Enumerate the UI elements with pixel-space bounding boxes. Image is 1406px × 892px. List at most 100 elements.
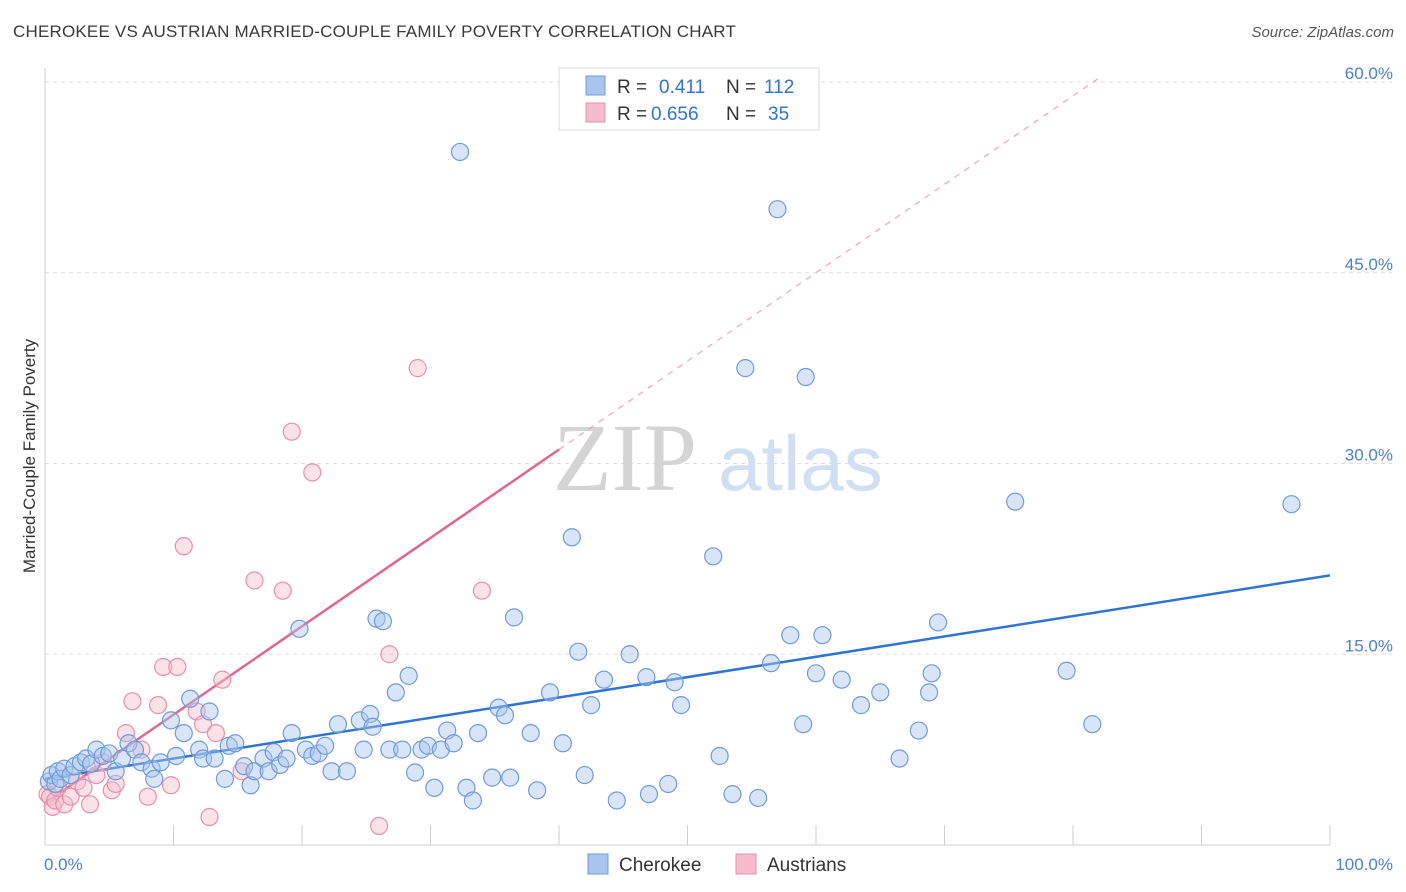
data-point-austrians (273, 581, 292, 600)
data-point-austrians (174, 537, 193, 556)
data-point-cherokee (205, 749, 224, 768)
data-point-austrians (282, 422, 301, 441)
data-point-cherokee (1006, 492, 1025, 511)
data-point-cherokee (468, 723, 488, 743)
data-point-cherokee (710, 746, 729, 766)
data-point-cherokee (282, 723, 301, 743)
data-point-austrians (55, 795, 74, 814)
data-point-cherokee (363, 717, 382, 736)
series-austrians-points (38, 359, 491, 836)
data-point-cherokee (354, 740, 373, 759)
y-tick-label: 30.0% (1345, 446, 1393, 465)
data-point-cherokee (1057, 661, 1076, 680)
data-point-cherokee (450, 142, 470, 162)
data-point-cherokee (226, 734, 245, 753)
legend-bottom-swatch-austrians (735, 853, 757, 875)
data-point-cherokee (405, 763, 425, 782)
data-point-cherokee (444, 734, 463, 753)
data-point-austrians (206, 723, 226, 743)
data-point-cherokee (813, 626, 832, 645)
data-point-austrians (303, 463, 322, 482)
data-point-austrians (123, 692, 142, 711)
data-point-cherokee (594, 670, 614, 689)
data-point-cherokee (489, 698, 508, 717)
data-point-cherokee (637, 668, 656, 687)
data-point-austrians (148, 696, 168, 715)
data-point-cherokee (290, 619, 309, 638)
trend-line-austrians-extension (558, 77, 1100, 451)
data-point-cherokee (145, 769, 164, 788)
data-point-cherokee (553, 734, 572, 753)
data-point-cherokee (1083, 715, 1102, 734)
data-point-cherokee (259, 762, 278, 781)
data-point-cherokee (540, 683, 560, 702)
watermark-atlas: atlas (718, 419, 883, 507)
grid-lines (45, 81, 1392, 655)
data-point-cherokee (562, 528, 581, 547)
data-point-cherokee (166, 746, 186, 766)
data-point-cherokee (704, 547, 723, 566)
data-point-cherokee (761, 654, 781, 673)
watermark-zip: ZIP (553, 404, 697, 511)
data-point-cherokee (161, 711, 181, 730)
data-point-cherokee (235, 757, 254, 776)
data-point-cherokee (665, 673, 684, 692)
data-point-cherokee (328, 715, 348, 734)
data-point-cherokee (483, 768, 502, 787)
watermark: ZIP atlas (553, 404, 883, 511)
x-ticks (173, 825, 1331, 845)
data-point-cherokee (890, 749, 909, 768)
data-point-austrians (168, 657, 187, 677)
data-point-cherokee (796, 367, 815, 387)
data-point-cherokee (607, 791, 626, 810)
data-point-cherokee (61, 765, 80, 785)
legend-bottom-label-cherokee: Cherokee (619, 855, 701, 876)
data-point-austrians (154, 657, 173, 677)
data-point-cherokee (928, 613, 948, 632)
data-point-austrians (245, 571, 264, 590)
data-point-cherokee (781, 626, 800, 645)
legend-r-label-austrians: R = (617, 104, 647, 125)
trend-line-cherokee (44, 574, 1331, 781)
data-point-cherokee (373, 612, 393, 631)
legend-bottom-swatch-cherokee (587, 853, 609, 875)
data-point-cherokee (582, 696, 601, 715)
data-point-austrians (61, 787, 80, 806)
legend-n-label-cherokee: N = (726, 77, 756, 98)
data-point-austrians (106, 774, 125, 794)
y-tick-label: 45.0% (1345, 255, 1393, 274)
data-point-cherokee (495, 706, 515, 725)
legend-n-value-austrians: 35 (768, 104, 789, 125)
legend-r-value-cherokee: 0.411 (659, 77, 705, 98)
data-point-cherokee (132, 753, 151, 772)
data-point-cherokee (736, 359, 755, 378)
y-axis-title: Married-Couple Family Poverty (20, 338, 39, 573)
legend-n-value-cherokee: 112 (764, 77, 794, 98)
data-point-austrians (380, 645, 399, 664)
x-tick-label-min: 0.0% (44, 855, 83, 874)
data-point-cherokee (1282, 495, 1301, 514)
chart-source: Source: ZipAtlas.com (1251, 24, 1394, 41)
data-point-cherokee (425, 778, 444, 797)
data-point-cherokee (768, 200, 787, 219)
legend-bottom-label-austrians: Austrians (767, 855, 846, 876)
legend-n-label-austrians: N = (726, 104, 756, 125)
legend-top: R = 0.411 N = 112 R = 0.656 N = 35 (558, 67, 820, 131)
legend-swatch-austrians (585, 102, 606, 123)
data-point-cherokee (463, 791, 483, 810)
data-point-cherokee (112, 749, 132, 768)
data-point-cherokee (806, 664, 826, 683)
data-point-cherokee (639, 785, 659, 804)
y-tick-labels: 15.0% 30.0% 45.0% 60.0% (1345, 64, 1393, 655)
data-point-austrians (370, 816, 389, 836)
data-point-cherokee (501, 768, 520, 787)
data-point-austrians (80, 795, 100, 814)
data-point-cherokee (399, 666, 418, 685)
data-point-cherokee (380, 740, 399, 759)
data-point-cherokee (151, 753, 170, 772)
data-point-austrians (213, 670, 232, 689)
data-point-cherokee (504, 608, 524, 627)
trend-line-austrians (44, 448, 560, 805)
series-cherokee-points (39, 142, 1301, 810)
